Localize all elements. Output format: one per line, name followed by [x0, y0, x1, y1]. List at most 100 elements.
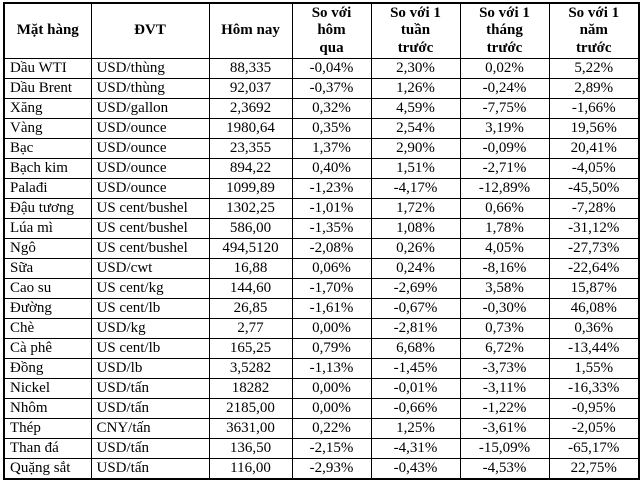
table-row: Ngô US cent/bushel 494,5120 -2,08% 0,26% 4,05…: [3, 238, 640, 260]
change-vs-1-week: 2,90%: [370, 138, 461, 160]
change-vs-yesterday: -1,23%: [291, 178, 372, 200]
price-today: 18282: [208, 378, 293, 400]
commodity-name: Lúa mì: [3, 218, 92, 240]
change-vs-1-month: -7,75%: [459, 98, 550, 120]
change-vs-yesterday: -1,61%: [291, 298, 372, 320]
unit: USD/cwt: [90, 258, 210, 280]
price-today: 894,22: [208, 158, 293, 180]
table-row: Chè USD/kg 2,77 0,00% -2,81% 0,73% 0,36%: [3, 318, 640, 340]
change-vs-1-week: 1,51%: [370, 158, 461, 180]
change-vs-1-month: 1,78%: [459, 218, 550, 240]
change-vs-1-year: -16,33%: [548, 378, 640, 400]
change-vs-1-week: -4,31%: [370, 438, 461, 460]
price-today: 92,037: [208, 78, 293, 100]
commodity-name: Ngô: [3, 238, 92, 260]
change-vs-1-month: -8,16%: [459, 258, 550, 280]
change-vs-1-month: -0,24%: [459, 78, 550, 100]
change-vs-1-month: -3,73%: [459, 358, 550, 380]
change-vs-yesterday: 1,37%: [291, 138, 372, 160]
price-today: 2185,00: [208, 398, 293, 420]
price-today: 165,25: [208, 338, 293, 360]
unit: US cent/kg: [90, 278, 210, 300]
unit: USD/ounce: [90, 118, 210, 140]
change-vs-yesterday: -1,70%: [291, 278, 372, 300]
table-row: Dầu Brent USD/thùng 92,037 -0,37% 1,26% -0,24…: [3, 78, 640, 100]
table-row: Đậu tương US cent/bushel 1302,25 -1,01% 1,72…: [3, 198, 640, 220]
change-vs-1-year: -27,73%: [548, 238, 640, 260]
change-vs-1-week: 2,30%: [370, 58, 461, 80]
unit: USD/thùng: [90, 58, 210, 80]
commodity-name: Dầu WTI: [3, 58, 92, 80]
table-row: Sữa USD/cwt 16,88 0,06% 0,24% -8,16% -22,64%: [3, 258, 640, 280]
change-vs-yesterday: 0,06%: [291, 258, 372, 280]
commodity-name: Nickel: [3, 378, 92, 400]
price-today: 2,3692: [208, 98, 293, 120]
change-vs-1-year: -13,44%: [548, 338, 640, 360]
column-header-price-today: Hôm nay: [208, 2, 293, 60]
table-row: Bạch kim USD/ounce 894,22 0,40% 1,51% -2,71% -…: [3, 158, 640, 180]
change-vs-1-year: 2,89%: [548, 78, 640, 100]
change-vs-yesterday: -2,93%: [291, 458, 372, 480]
commodity-name: Vàng: [3, 118, 92, 140]
unit: USD/tấn: [90, 378, 210, 400]
change-vs-1-year: -4,05%: [548, 158, 640, 180]
unit: USD/kg: [90, 318, 210, 340]
change-vs-1-month: -3,61%: [459, 418, 550, 440]
unit: USD/ounce: [90, 138, 210, 160]
price-today: 88,335: [208, 58, 293, 80]
commodity-name: Cao su: [3, 278, 92, 300]
change-vs-1-year: 19,56%: [548, 118, 640, 140]
change-vs-1-week: -2,69%: [370, 278, 461, 300]
unit: USD/tấn: [90, 398, 210, 420]
commodity-name: Đậu tương: [3, 198, 92, 220]
table-row: Xăng USD/gallon 2,3692 0,32% 4,59% -7,75% -1,6…: [3, 98, 640, 120]
unit: USD/lb: [90, 358, 210, 380]
change-vs-1-week: -0,01%: [370, 378, 461, 400]
commodity-name: Chè: [3, 318, 92, 340]
change-vs-1-week: 1,26%: [370, 78, 461, 100]
unit: USD/tấn: [90, 458, 210, 480]
commodity-name: Xăng: [3, 98, 92, 120]
change-vs-yesterday: -2,15%: [291, 438, 372, 460]
change-vs-1-year: -1,66%: [548, 98, 640, 120]
change-vs-1-year: 0,36%: [548, 318, 640, 340]
column-header-commodity-name: Mặt hàng: [3, 2, 92, 60]
change-vs-1-week: 1,25%: [370, 418, 461, 440]
price-today: 1099,89: [208, 178, 293, 200]
change-vs-1-week: 0,24%: [370, 258, 461, 280]
table-row: Cà phê US cent/lb 165,25 0,79% 6,68% 6,72% -13…: [3, 338, 640, 360]
table-row: Cao su US cent/kg 144,60 -1,70% -2,69% 3,58% 1…: [3, 278, 640, 300]
change-vs-1-year: -22,64%: [548, 258, 640, 280]
table-row: Nhôm USD/tấn 2185,00 0,00% -0,66% -1,22% -0,95…: [3, 398, 640, 420]
commodity-name: Đồng: [3, 358, 92, 380]
change-vs-yesterday: -1,35%: [291, 218, 372, 240]
change-vs-1-month: -0,09%: [459, 138, 550, 160]
column-header-unit: ĐVT: [90, 2, 210, 60]
change-vs-1-month: 0,73%: [459, 318, 550, 340]
table-row: Thép CNY/tấn 3631,00 0,22% 1,25% -3,61% -2,05%: [3, 418, 640, 440]
change-vs-1-week: 0,26%: [370, 238, 461, 260]
change-vs-1-week: -2,81%: [370, 318, 461, 340]
unit: USD/ounce: [90, 158, 210, 180]
unit: USD/gallon: [90, 98, 210, 120]
change-vs-yesterday: 0,35%: [291, 118, 372, 140]
change-vs-1-month: -2,71%: [459, 158, 550, 180]
unit: US cent/bushel: [90, 238, 210, 260]
change-vs-1-month: 3,58%: [459, 278, 550, 300]
table-row: Đồng USD/lb 3,5282 -1,13% -1,45% -3,73% 1,55%: [3, 358, 640, 380]
price-today: 1980,64: [208, 118, 293, 140]
table-row: Lúa mì US cent/bushel 586,00 -1,35% 1,08% 1,7…: [3, 218, 640, 240]
commodity-name: Cà phê: [3, 338, 92, 360]
change-vs-1-month: 4,05%: [459, 238, 550, 260]
change-vs-yesterday: -2,08%: [291, 238, 372, 260]
price-today: 586,00: [208, 218, 293, 240]
commodity-name: Đường: [3, 298, 92, 320]
change-vs-yesterday: 0,32%: [291, 98, 372, 120]
change-vs-yesterday: -0,04%: [291, 58, 372, 80]
table-row: Palađi USD/ounce 1099,89 -1,23% -4,17% -12,89…: [3, 178, 640, 200]
change-vs-1-week: 4,59%: [370, 98, 461, 120]
change-vs-yesterday: 0,00%: [291, 318, 372, 340]
change-vs-1-month: -4,53%: [459, 458, 550, 480]
price-today: 144,60: [208, 278, 293, 300]
